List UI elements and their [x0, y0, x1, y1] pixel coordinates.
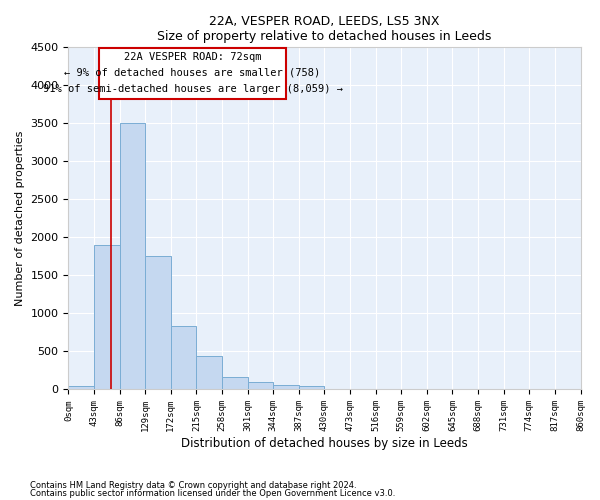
Bar [145, 256, 171, 390]
Bar [68, 386, 94, 390]
Bar [299, 386, 325, 390]
Bar [196, 356, 222, 390]
Bar [171, 326, 196, 390]
Bar [222, 376, 248, 390]
Bar [273, 385, 299, 390]
Text: 22A VESPER ROAD: 72sqm: 22A VESPER ROAD: 72sqm [124, 52, 262, 62]
Text: ← 9% of detached houses are smaller (758): ← 9% of detached houses are smaller (758… [64, 68, 320, 78]
Text: Contains HM Land Registry data © Crown copyright and database right 2024.: Contains HM Land Registry data © Crown c… [30, 480, 356, 490]
Bar [94, 245, 119, 390]
Bar [248, 382, 273, 390]
Text: 91% of semi-detached houses are larger (8,059) →: 91% of semi-detached houses are larger (… [43, 84, 343, 94]
Bar [100, 48, 286, 98]
Y-axis label: Number of detached properties: Number of detached properties [15, 130, 25, 306]
Bar [119, 123, 145, 390]
Text: Contains public sector information licensed under the Open Government Licence v3: Contains public sector information licen… [30, 489, 395, 498]
X-axis label: Distribution of detached houses by size in Leeds: Distribution of detached houses by size … [181, 437, 468, 450]
Title: 22A, VESPER ROAD, LEEDS, LS5 3NX
Size of property relative to detached houses in: 22A, VESPER ROAD, LEEDS, LS5 3NX Size of… [157, 15, 491, 43]
